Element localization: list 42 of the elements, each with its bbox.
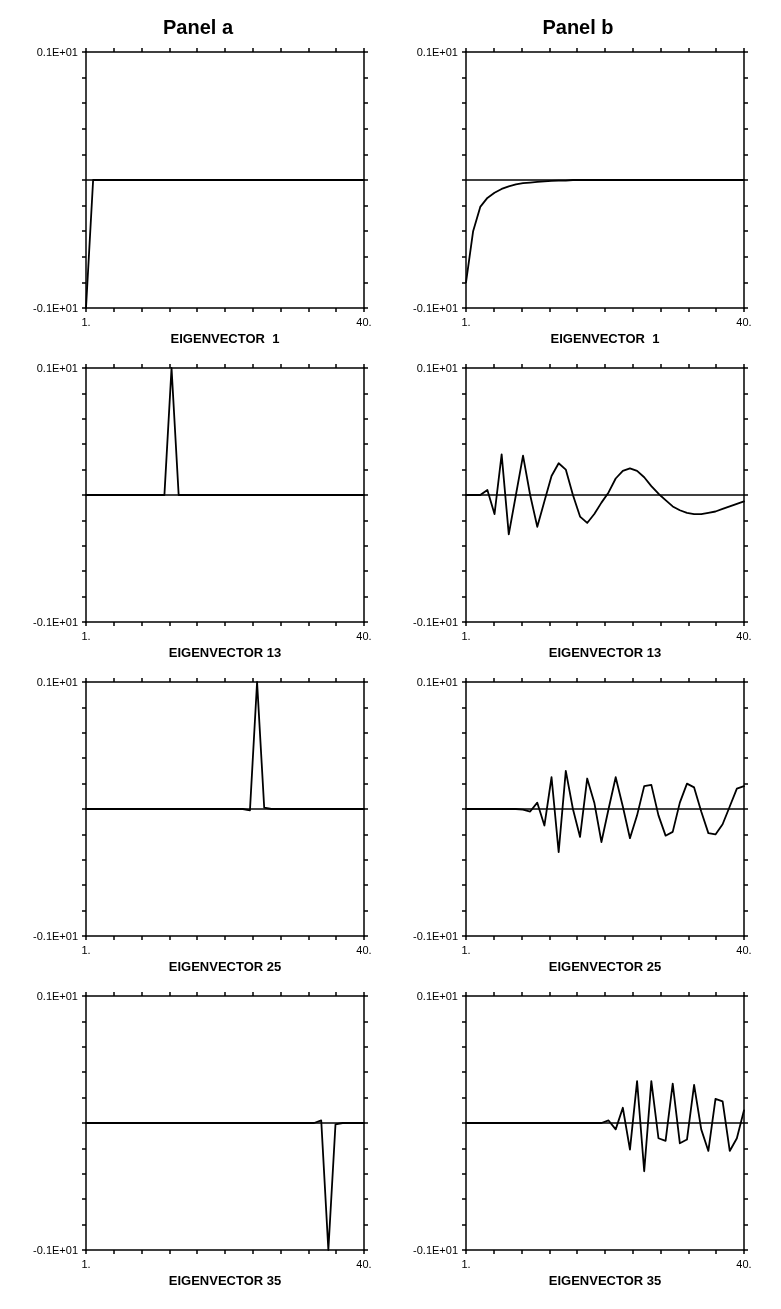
x-tick-label: 1.	[461, 943, 471, 956]
y-tick-label: -0.1E+01	[33, 616, 78, 628]
x-axis-title: EIGENVECTOR 25	[548, 959, 662, 974]
x-tick-label: 1.	[461, 315, 471, 328]
y-tick-label: 0.1E+01	[416, 990, 458, 1002]
x-tick-label: 1.	[81, 315, 91, 328]
x-tick-label: 40.	[356, 315, 372, 328]
x-tick-label: 1.	[81, 629, 91, 642]
x-axis-title: EIGENVECTOR 35	[548, 1273, 662, 1288]
chart-title: Panel b	[542, 16, 614, 38]
y-tick-label: -0.1E+01	[33, 1244, 78, 1256]
x-tick-label: 40.	[736, 943, 752, 956]
x-tick-label: 40.	[356, 1257, 372, 1270]
y-tick-label: 0.1E+01	[36, 46, 78, 58]
x-axis-title: EIGENVECTOR 13	[548, 645, 662, 660]
y-tick-label: 0.1E+01	[416, 676, 458, 688]
chart-title: Panel a	[162, 16, 234, 38]
y-tick-label: -0.1E+01	[413, 616, 458, 628]
x-tick-label: 40.	[736, 1257, 752, 1270]
x-axis-title: EIGENVECTOR 35	[168, 1273, 282, 1288]
y-tick-label: 0.1E+01	[36, 676, 78, 688]
x-axis-title: EIGENVECTOR 13	[168, 645, 282, 660]
x-tick-label: 1.	[461, 1257, 471, 1270]
y-tick-label: -0.1E+01	[413, 1244, 458, 1256]
y-tick-label: 0.1E+01	[416, 362, 458, 374]
y-tick-label: 0.1E+01	[36, 362, 78, 374]
y-tick-label: 0.1E+01	[416, 46, 458, 58]
x-tick-label: 40.	[356, 629, 372, 642]
y-tick-label: -0.1E+01	[413, 302, 458, 314]
y-tick-label: -0.1E+01	[33, 302, 78, 314]
x-tick-label: 1.	[81, 943, 91, 956]
x-axis-title: EIGENVECTOR 1	[170, 331, 280, 346]
x-tick-label: 40.	[356, 943, 372, 956]
y-tick-label: -0.1E+01	[33, 930, 78, 942]
y-tick-label: 0.1E+01	[36, 990, 78, 1002]
x-axis-title: EIGENVECTOR 25	[168, 959, 282, 974]
x-tick-label: 1.	[461, 629, 471, 642]
x-tick-label: 40.	[736, 629, 752, 642]
x-tick-label: 1.	[81, 1257, 91, 1270]
x-axis-title: EIGENVECTOR 1	[550, 331, 660, 346]
x-tick-label: 40.	[736, 315, 752, 328]
y-tick-label: -0.1E+01	[413, 930, 458, 942]
